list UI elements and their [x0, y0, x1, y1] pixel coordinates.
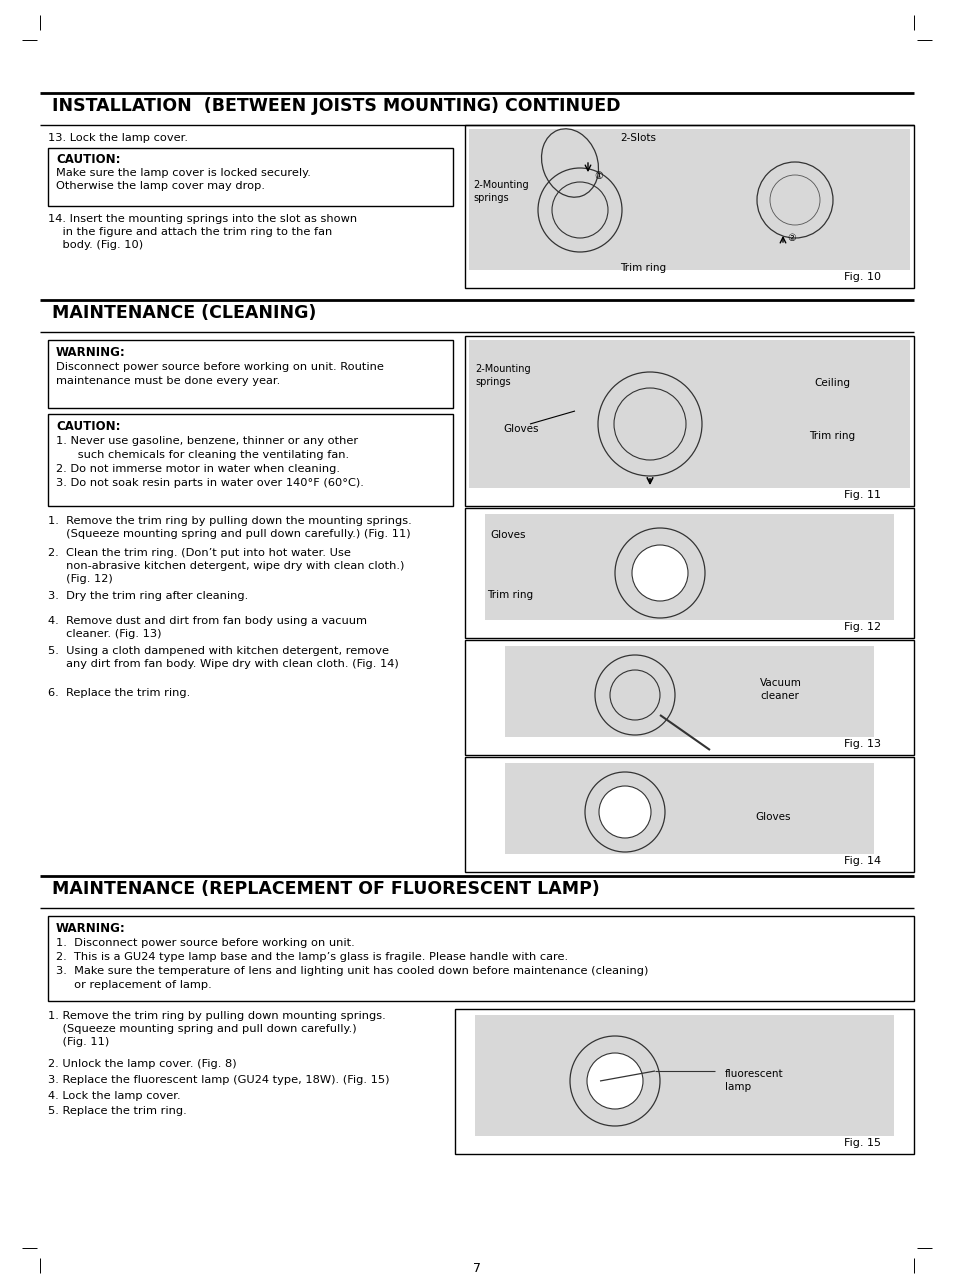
Bar	[464, 125, 913, 289]
Text: 2-Slots: 2-Slots	[619, 133, 656, 143]
Text: Trim ring: Trim ring	[808, 431, 854, 440]
Text: 2.  Clean the trim ring. (Don’t put into hot water. Use
     non-abrasive kitche: 2. Clean the trim ring. (Don’t put into …	[48, 547, 404, 583]
Bar	[48, 916, 913, 1001]
Text: maintenance must be done every year.: maintenance must be done every year.	[56, 376, 280, 386]
Bar	[455, 1009, 913, 1154]
Text: Gloves: Gloves	[754, 811, 790, 822]
Text: Trim ring: Trim ring	[486, 590, 533, 600]
Text: 1. Never use gasoline, benzene, thinner or any other: 1. Never use gasoline, benzene, thinner …	[56, 437, 357, 446]
Text: WARNING:: WARNING:	[56, 346, 126, 359]
Text: 1. Remove the trim ring by pulling down mounting springs.
    (Squeeze mounting : 1. Remove the trim ring by pulling down …	[48, 1011, 385, 1047]
Bar	[469, 129, 909, 270]
Text: Fig. 11: Fig. 11	[843, 489, 880, 500]
Text: MAINTENANCE (REPLACEMENT OF FLUORESCENT LAMP): MAINTENANCE (REPLACEMENT OF FLUORESCENT …	[52, 880, 599, 898]
Text: 1.  Remove the trim ring by pulling down the mounting springs.
     (Squeeze mou: 1. Remove the trim ring by pulling down …	[48, 516, 412, 538]
Text: WARNING:: WARNING:	[56, 922, 126, 935]
Text: ②: ②	[786, 233, 795, 243]
Text: Fig. 15: Fig. 15	[843, 1139, 880, 1148]
Circle shape	[598, 786, 650, 838]
Text: Disconnect power source before working on unit. Routine: Disconnect power source before working o…	[56, 362, 383, 372]
Text: 3.  Make sure the temperature of lens and lighting unit has cooled down before m: 3. Make sure the temperature of lens and…	[56, 966, 648, 976]
Text: Fig. 12: Fig. 12	[843, 622, 881, 632]
Text: Gloves: Gloves	[502, 424, 537, 434]
Bar	[469, 340, 909, 488]
Bar	[48, 148, 453, 206]
Text: INSTALLATION  (BETWEEN JOISTS MOUNTING) CONTINUED: INSTALLATION (BETWEEN JOISTS MOUNTING) C…	[52, 97, 619, 115]
Text: Vacuum
cleaner: Vacuum cleaner	[760, 677, 801, 701]
Text: MAINTENANCE (CLEANING): MAINTENANCE (CLEANING)	[52, 304, 316, 322]
Text: 3. Replace the fluorescent lamp (GU24 type, 18W). (Fig. 15): 3. Replace the fluorescent lamp (GU24 ty…	[48, 1075, 389, 1084]
Text: Fig. 14: Fig. 14	[843, 857, 881, 866]
Text: CAUTION:: CAUTION:	[56, 420, 120, 433]
Bar	[464, 757, 913, 872]
Text: 2-Mounting
springs: 2-Mounting springs	[473, 180, 528, 202]
Text: 13. Lock the lamp cover.: 13. Lock the lamp cover.	[48, 133, 188, 143]
Text: CAUTION:: CAUTION:	[56, 153, 120, 166]
Text: such chemicals for cleaning the ventilating fan.: such chemicals for cleaning the ventilat…	[56, 450, 349, 460]
Text: Trim ring: Trim ring	[619, 263, 665, 273]
Text: 4. Lock the lamp cover.: 4. Lock the lamp cover.	[48, 1091, 180, 1101]
Circle shape	[586, 1054, 642, 1109]
Text: 6.  Replace the trim ring.: 6. Replace the trim ring.	[48, 688, 190, 698]
Text: or replacement of lamp.: or replacement of lamp.	[56, 980, 212, 990]
Bar	[464, 640, 913, 755]
Text: 5.  Using a cloth dampened with kitchen detergent, remove
     any dirt from fan: 5. Using a cloth dampened with kitchen d…	[48, 647, 398, 668]
Text: Fig. 10: Fig. 10	[843, 272, 880, 282]
Text: ①: ①	[594, 171, 602, 182]
Text: 2. Unlock the lamp cover. (Fig. 8): 2. Unlock the lamp cover. (Fig. 8)	[48, 1059, 236, 1069]
Text: Fig. 13: Fig. 13	[843, 739, 880, 750]
Text: 3. Do not soak resin parts in water over 140°F (60°C).: 3. Do not soak resin parts in water over…	[56, 478, 363, 488]
Text: 5. Replace the trim ring.: 5. Replace the trim ring.	[48, 1106, 187, 1115]
Bar	[475, 1015, 893, 1136]
Text: Ceiling: Ceiling	[813, 377, 849, 388]
Circle shape	[631, 545, 687, 601]
Bar	[484, 514, 893, 620]
Text: 7: 7	[473, 1262, 480, 1275]
Bar	[504, 762, 873, 854]
Text: 1.  Disconnect power source before working on unit.: 1. Disconnect power source before workin…	[56, 938, 355, 948]
Text: 4.  Remove dust and dirt from fan body using a vacuum
     cleaner. (Fig. 13): 4. Remove dust and dirt from fan body us…	[48, 616, 367, 639]
Text: 2.  This is a GU24 type lamp base and the lamp’s glass is fragile. Please handle: 2. This is a GU24 type lamp base and the…	[56, 952, 568, 962]
Text: 2. Do not immerse motor in water when cleaning.: 2. Do not immerse motor in water when cl…	[56, 464, 339, 474]
Bar	[504, 647, 873, 737]
Text: Gloves: Gloves	[490, 529, 525, 540]
Bar	[464, 336, 913, 506]
Bar	[48, 340, 453, 408]
Bar	[464, 507, 913, 638]
Bar	[48, 413, 453, 506]
Text: 14. Insert the mounting springs into the slot as shown
    in the figure and att: 14. Insert the mounting springs into the…	[48, 214, 356, 250]
Text: 3.  Dry the trim ring after cleaning.: 3. Dry the trim ring after cleaning.	[48, 591, 248, 601]
Text: fluorescent
lamp: fluorescent lamp	[724, 1069, 782, 1092]
Text: 2-Mounting
springs: 2-Mounting springs	[475, 365, 530, 386]
Text: Make sure the lamp cover is locked securely.
Otherwise the lamp cover may drop.: Make sure the lamp cover is locked secur…	[56, 167, 311, 191]
